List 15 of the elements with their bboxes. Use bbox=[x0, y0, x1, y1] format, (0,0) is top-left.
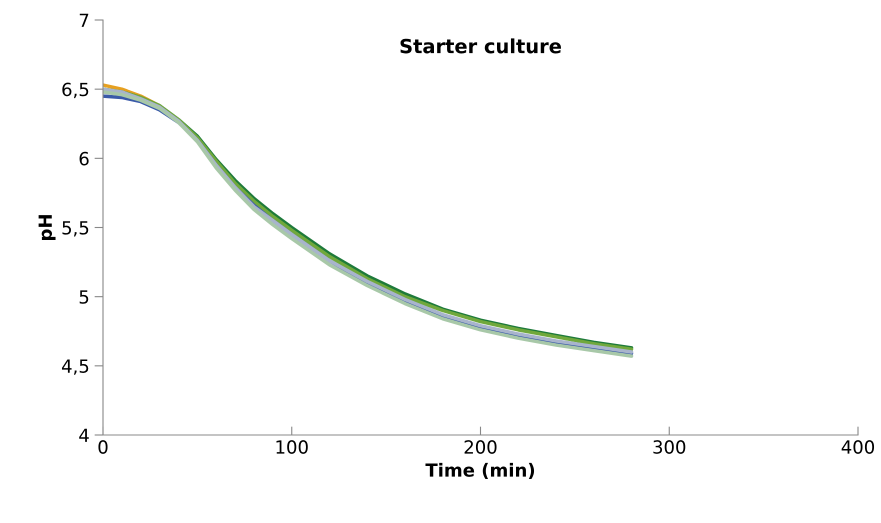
x-axis-title: Time (min) bbox=[425, 462, 534, 479]
x-tick-label: 0 bbox=[98, 440, 108, 454]
y-tick-label: 7 bbox=[80, 14, 88, 27]
y-tick-label: 4,5 bbox=[62, 360, 88, 375]
y-axis-title: pH bbox=[38, 215, 56, 240]
x-tick-label: 200 bbox=[464, 440, 497, 454]
x-tick-label: 400 bbox=[842, 440, 874, 454]
text: Starter culture bbox=[400, 38, 561, 54]
y-tick-label: 5,5 bbox=[62, 221, 88, 236]
y-tick-label: 6,5 bbox=[62, 82, 88, 98]
y-tick-label: 4 bbox=[79, 428, 89, 442]
y-tick-label: 6 bbox=[80, 152, 89, 166]
y-tick-label: 5 bbox=[80, 290, 88, 304]
x-tick-label: 300 bbox=[653, 440, 686, 454]
x-tick-label: 100 bbox=[276, 440, 308, 454]
